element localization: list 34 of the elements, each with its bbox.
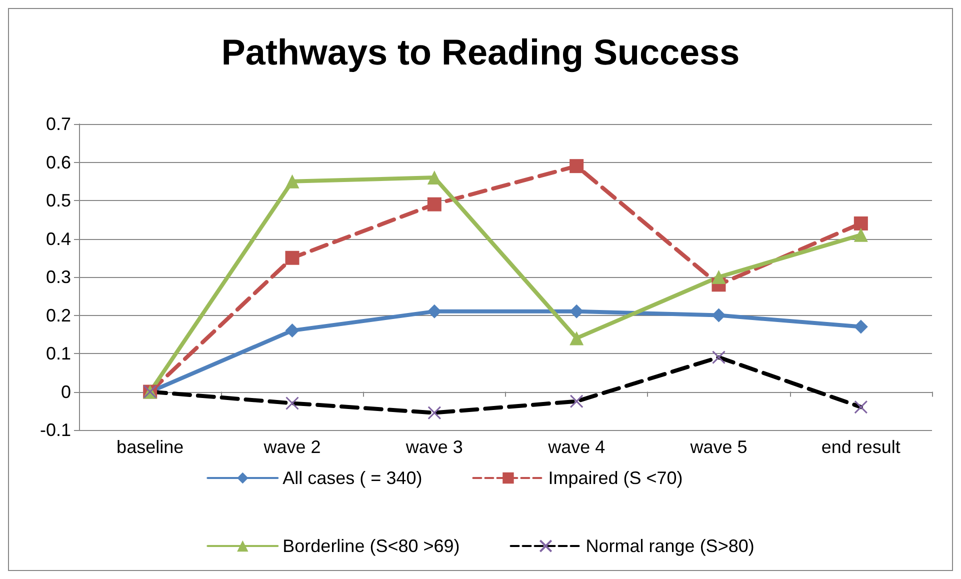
point [854, 320, 868, 334]
legend-label: All cases ( = 340) [282, 468, 422, 488]
y-tick-label: 0.5 [46, 190, 71, 210]
y-tick-label: 0.2 [46, 305, 71, 326]
legend-label: Borderline (S<80 >69) [282, 536, 460, 556]
x-tick-label: wave 4 [547, 437, 606, 457]
point [854, 216, 868, 230]
y-tick-label: 0.4 [46, 228, 71, 249]
y-tick-label: 0 [60, 382, 71, 402]
point [570, 304, 584, 318]
x-tick-label: wave 3 [404, 437, 463, 457]
x-tick-label: baseline [116, 437, 184, 457]
y-tick-label: 0.7 [46, 114, 71, 134]
y-tick-label: 0.3 [46, 267, 71, 287]
x-tick-label: end result [821, 437, 900, 457]
x-tick-label: wave 5 [689, 437, 748, 457]
y-tick-label: 0.6 [46, 152, 71, 172]
legend-label: Impaired (S <70) [548, 468, 683, 488]
point [712, 270, 726, 284]
chart-title: Pathways to Reading Success [221, 32, 740, 72]
point [285, 174, 300, 188]
y-tick-label: 0.1 [46, 344, 71, 364]
point [427, 170, 442, 185]
point [570, 331, 584, 346]
x-tick-label: wave 2 [262, 437, 321, 457]
point [285, 324, 300, 338]
point [427, 197, 442, 212]
point [427, 304, 442, 318]
y-tick-label: -0.1 [40, 420, 71, 440]
point [570, 159, 584, 174]
legend-label: Normal range (S>80) [586, 536, 754, 556]
point [854, 228, 868, 242]
point [285, 250, 300, 265]
point [712, 308, 726, 322]
